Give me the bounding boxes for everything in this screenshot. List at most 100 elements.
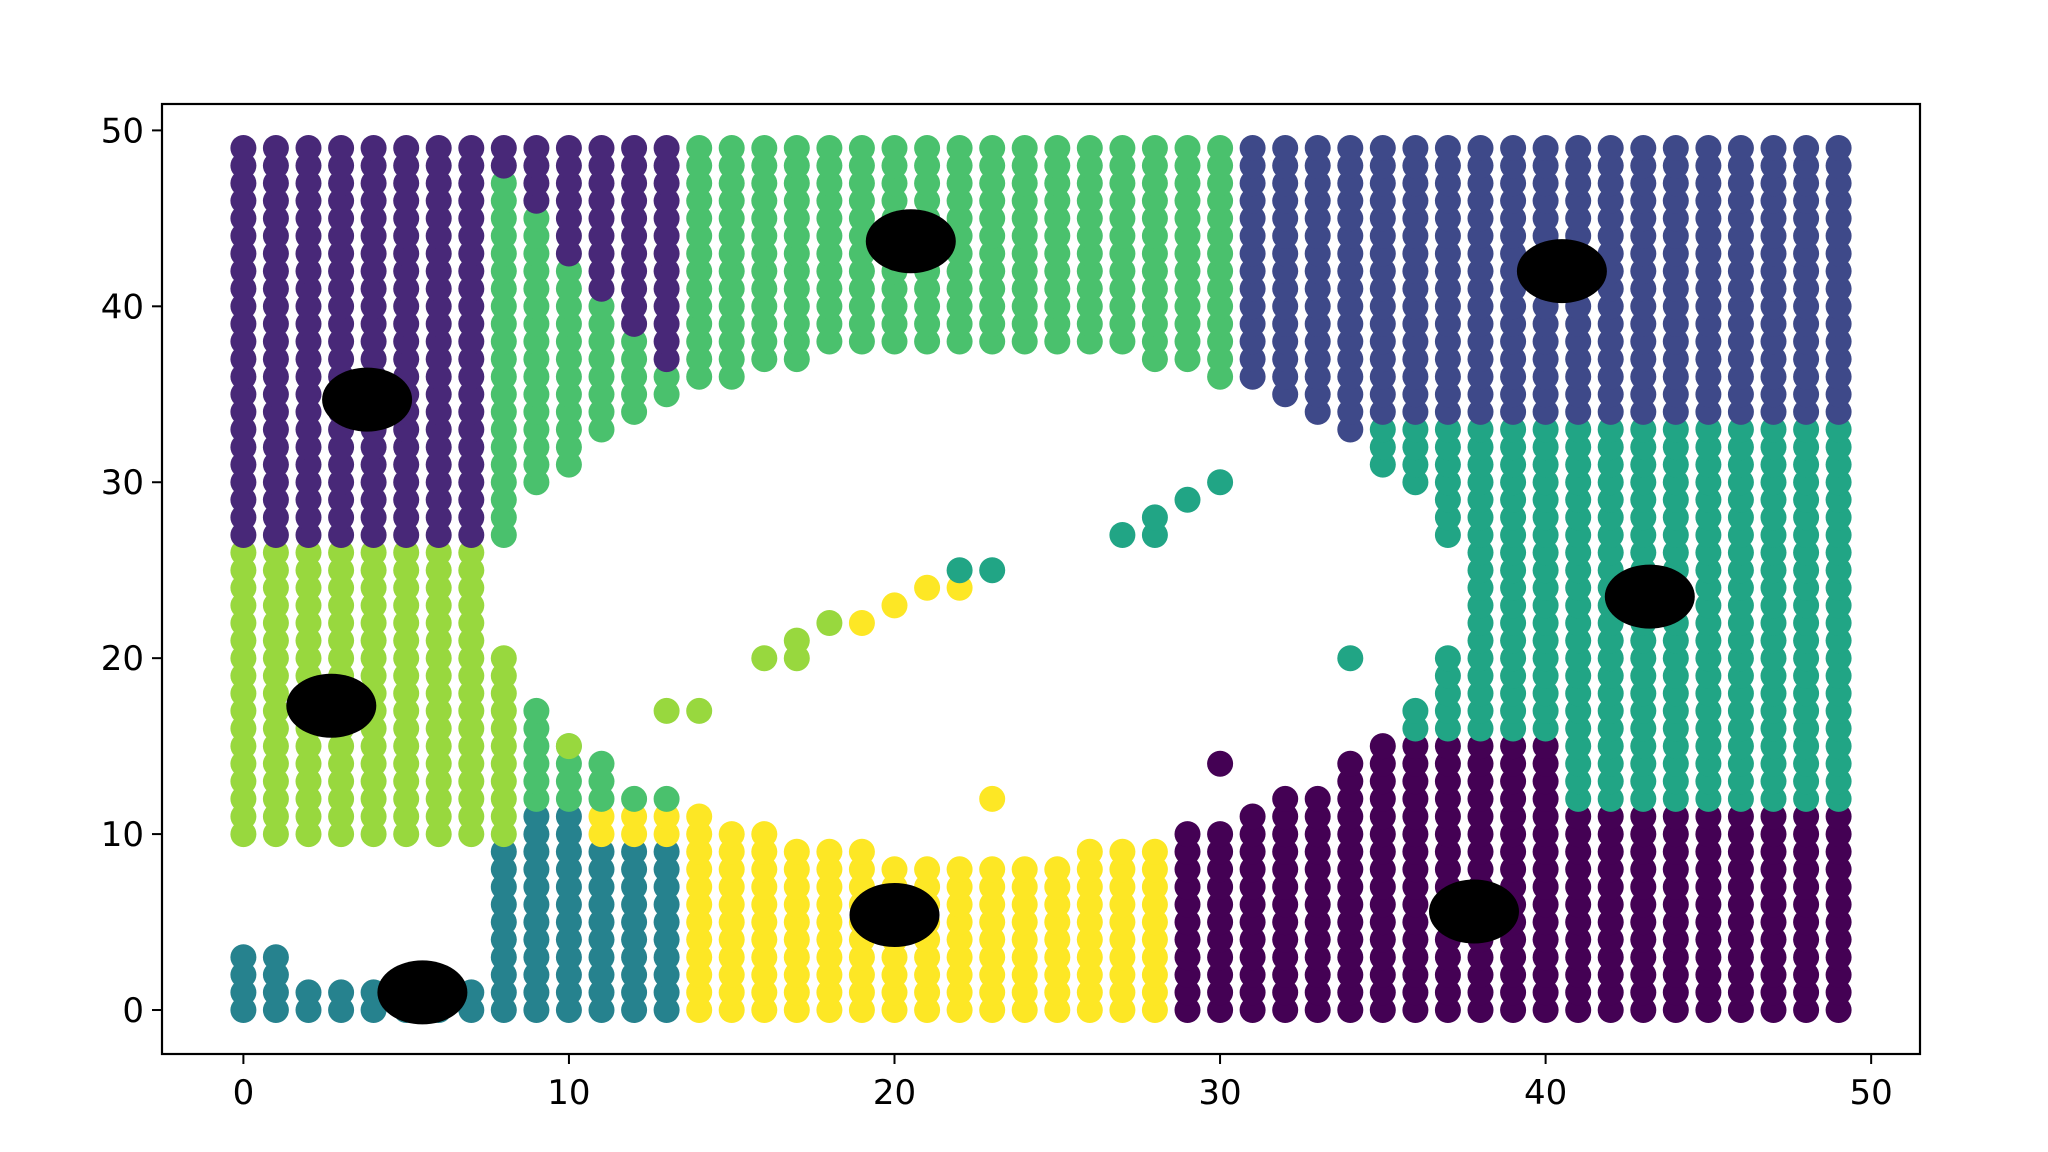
centroid-point (865, 209, 956, 274)
y-tick-label: 0 (122, 991, 144, 1031)
data-point (328, 135, 355, 161)
data-point (1044, 856, 1071, 883)
data-point (328, 979, 355, 1006)
data-point (1825, 135, 1852, 161)
data-point (230, 135, 257, 161)
data-point (751, 135, 778, 161)
data-point (653, 135, 680, 161)
data-point (1207, 135, 1234, 161)
data-point (458, 135, 485, 161)
data-point (718, 135, 745, 161)
data-point (1174, 486, 1201, 513)
x-tick-label: 20 (873, 1073, 916, 1113)
data-point (1304, 135, 1331, 161)
data-point (588, 750, 615, 777)
data-point (1793, 135, 1820, 161)
data-point (816, 838, 843, 865)
data-point (686, 135, 713, 161)
data-point (621, 135, 648, 161)
data-point (816, 135, 843, 161)
data-point (1141, 135, 1168, 161)
data-point (1272, 785, 1299, 812)
data-point (1141, 504, 1168, 531)
data-point (848, 610, 875, 636)
data-point (555, 135, 582, 161)
data-point (1630, 135, 1657, 161)
data-point (1011, 856, 1038, 883)
data-point (1109, 135, 1136, 161)
data-point (523, 135, 550, 161)
data-point (295, 979, 322, 1006)
centroid-point (1429, 879, 1519, 944)
data-point (1239, 803, 1266, 830)
data-point (979, 785, 1006, 812)
data-point (1402, 135, 1429, 161)
data-point (1500, 135, 1527, 161)
x-tick-label: 0 (233, 1073, 255, 1113)
centroid-layer (286, 209, 1695, 1025)
data-point (881, 856, 908, 883)
data-point (979, 856, 1006, 883)
y-tick-label: 10 (101, 815, 144, 855)
data-point (653, 785, 680, 812)
data-point (1337, 135, 1364, 161)
x-tick-label: 30 (1198, 1073, 1241, 1113)
data-point (914, 856, 941, 883)
data-point (653, 697, 680, 724)
data-point (230, 944, 257, 971)
data-point (490, 135, 517, 161)
plot-frame (160, 102, 1922, 1056)
data-point (848, 838, 875, 865)
x-axis: 0 10 20 30 40 50 (233, 1054, 1893, 1113)
data-point (262, 944, 289, 971)
data-point (914, 574, 941, 601)
data-point (555, 733, 582, 760)
data-point (848, 135, 875, 161)
data-point (425, 135, 452, 161)
data-point (1369, 733, 1396, 760)
data-point (783, 135, 810, 161)
data-point (979, 557, 1006, 584)
data-point (881, 135, 908, 161)
data-point (686, 803, 713, 830)
data-point (1272, 135, 1299, 161)
data-point (686, 697, 713, 724)
y-tick-label: 40 (101, 287, 144, 327)
data-point (881, 592, 908, 619)
data-point (1695, 135, 1722, 161)
data-point (262, 135, 289, 161)
centroid-point (1604, 564, 1695, 629)
data-point (979, 135, 1006, 161)
data-point (1434, 645, 1461, 672)
data-point (295, 135, 322, 161)
data-point (1369, 135, 1396, 161)
data-point (946, 135, 973, 161)
data-point (1207, 750, 1234, 777)
data-point (1207, 821, 1234, 848)
data-point (523, 697, 550, 724)
data-point (1141, 838, 1168, 865)
y-tick-label: 20 (101, 639, 144, 679)
data-point (393, 135, 420, 161)
data-point (621, 785, 648, 812)
data-point (783, 627, 810, 654)
data-point (1565, 135, 1592, 161)
x-tick-label: 40 (1524, 1073, 1567, 1113)
data-point (1402, 697, 1429, 724)
data-point (1174, 135, 1201, 161)
data-point (1760, 135, 1787, 161)
data-point (1304, 785, 1331, 812)
centroid-point (286, 673, 377, 738)
data-point (1076, 838, 1103, 865)
data-point (1076, 135, 1103, 161)
data-point (1597, 135, 1624, 161)
y-tick-label: 50 (101, 111, 144, 151)
data-point (751, 821, 778, 848)
data-point (490, 645, 517, 672)
data-point (1467, 135, 1494, 161)
data-point (1174, 821, 1201, 848)
data-point (1207, 469, 1234, 496)
x-tick-label: 10 (547, 1073, 590, 1113)
data-point (1434, 135, 1461, 161)
